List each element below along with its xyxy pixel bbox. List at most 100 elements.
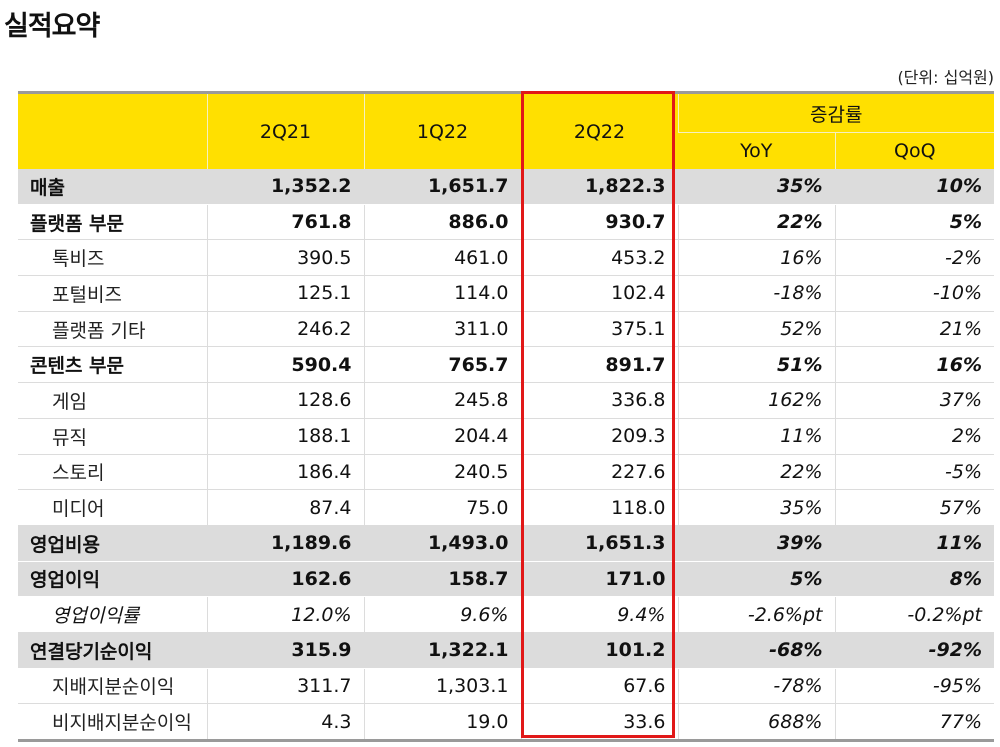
cell-1q22: 9.6% xyxy=(363,596,521,633)
cell-yoy: 16% xyxy=(677,239,835,277)
cell-2q21: 12.0% xyxy=(206,596,364,633)
header-qoq: QoQ xyxy=(834,132,995,169)
cell-yoy: 35% xyxy=(677,489,835,526)
row-label: 영업이익률 xyxy=(18,596,207,633)
table-row: 스토리 186.4 240.5 227.6 22% -5% xyxy=(18,454,995,491)
table-row: 콘텐츠 부문 590.4 765.7 891.7 51% 16% xyxy=(18,346,995,384)
cell-qoq: -5% xyxy=(834,454,995,491)
cell-qoq: -2% xyxy=(834,239,995,277)
cell-yoy: -2.6%pt xyxy=(677,596,835,633)
row-label: 연결당기순이익 xyxy=(18,632,207,669)
cell-1q22: 158.7 xyxy=(363,561,521,598)
cell-2q22: 118.0 xyxy=(520,489,678,526)
cell-qoq: -95% xyxy=(834,668,995,705)
cell-2q22: 102.4 xyxy=(520,275,678,312)
row-label: 매출 xyxy=(18,169,207,205)
cell-2q22: 67.6 xyxy=(520,668,678,705)
cell-1q22: 765.7 xyxy=(363,346,521,384)
page-title: 실적요약 xyxy=(4,11,100,42)
cell-2q21: 87.4 xyxy=(206,489,364,526)
cell-2q22: 336.8 xyxy=(520,382,678,419)
table-row: 연결당기순이익 315.9 1,322.1 101.2 -68% -92% xyxy=(18,632,995,669)
table-row: 플랫폼 부문 761.8 886.0 930.7 22% 5% xyxy=(18,204,995,241)
earnings-summary-table: 2Q21 1Q22 2Q22 증감률 YoY QoQ 매출 1,352.2 1,… xyxy=(18,91,995,742)
cell-yoy: 5% xyxy=(677,561,835,598)
cell-2q22: 1,822.3 xyxy=(520,169,678,205)
cell-yoy: 11% xyxy=(677,418,835,455)
cell-2q21: 761.8 xyxy=(206,204,364,241)
cell-qoq: -0.2%pt xyxy=(834,596,995,633)
cell-qoq: 16% xyxy=(834,346,995,384)
row-label: 스토리 xyxy=(18,454,207,491)
cell-1q22: 240.5 xyxy=(363,454,521,491)
row-label: 포털비즈 xyxy=(18,275,207,312)
cell-2q22: 930.7 xyxy=(520,204,678,241)
header-2q21: 2Q21 xyxy=(206,92,364,169)
cell-qoq: 21% xyxy=(834,311,995,348)
cell-2q21: 311.7 xyxy=(206,668,364,705)
row-label: 톡비즈 xyxy=(18,239,207,277)
table-row: 영업이익 162.6 158.7 171.0 5% 8% xyxy=(18,561,995,598)
header-2q22: 2Q22 xyxy=(520,92,678,169)
cell-yoy: -68% xyxy=(677,632,835,669)
cell-1q22: 1,651.7 xyxy=(363,169,521,205)
cell-qoq: 77% xyxy=(834,703,995,742)
cell-qoq: 57% xyxy=(834,489,995,526)
cell-qoq: 10% xyxy=(834,169,995,205)
cell-2q21: 4.3 xyxy=(206,703,364,742)
table-row: 게임 128.6 245.8 336.8 162% 37% xyxy=(18,382,995,419)
cell-2q22: 227.6 xyxy=(520,454,678,491)
unit-note: (단위: 십억원) xyxy=(897,68,994,87)
cell-1q22: 204.4 xyxy=(363,418,521,455)
table-row: 지배지분순이익 311.7 1,303.1 67.6 -78% -95% xyxy=(18,668,995,705)
cell-yoy: 35% xyxy=(677,169,835,205)
cell-yoy: 51% xyxy=(677,346,835,384)
cell-qoq: 2% xyxy=(834,418,995,455)
cell-2q21: 246.2 xyxy=(206,311,364,348)
table-row: 뮤직 188.1 204.4 209.3 11% 2% xyxy=(18,418,995,455)
cell-yoy: 52% xyxy=(677,311,835,348)
header-1q22: 1Q22 xyxy=(363,92,521,169)
table-row: 비지배지분순이익 4.3 19.0 33.6 688% 77% xyxy=(18,703,995,742)
cell-2q22: 375.1 xyxy=(520,311,678,348)
row-label: 콘텐츠 부문 xyxy=(18,346,207,384)
cell-1q22: 1,493.0 xyxy=(363,525,521,562)
cell-2q21: 188.1 xyxy=(206,418,364,455)
cell-2q22: 453.2 xyxy=(520,239,678,277)
cell-yoy: 22% xyxy=(677,454,835,491)
cell-2q22: 1,651.3 xyxy=(520,525,678,562)
header-yoy: YoY xyxy=(678,132,835,169)
table-row: 매출 1,352.2 1,651.7 1,822.3 35% 10% xyxy=(18,169,995,205)
table-row: 톡비즈 390.5 461.0 453.2 16% -2% xyxy=(18,239,995,277)
cell-1q22: 1,303.1 xyxy=(363,668,521,705)
cell-1q22: 311.0 xyxy=(363,311,521,348)
cell-qoq: -10% xyxy=(834,275,995,312)
cell-2q22: 171.0 xyxy=(520,561,678,598)
cell-2q22: 9.4% xyxy=(520,596,678,633)
cell-2q22: 101.2 xyxy=(520,632,678,669)
cell-2q22: 209.3 xyxy=(520,418,678,455)
row-label: 지배지분순이익 xyxy=(18,668,207,705)
cell-2q21: 590.4 xyxy=(206,346,364,384)
row-label: 뮤직 xyxy=(18,418,207,455)
table-row: 포털비즈 125.1 114.0 102.4 -18% -10% xyxy=(18,275,995,312)
cell-2q21: 162.6 xyxy=(206,561,364,598)
row-label: 미디어 xyxy=(18,489,207,526)
cell-qoq: -92% xyxy=(834,632,995,669)
cell-yoy: 162% xyxy=(677,382,835,419)
cell-2q21: 128.6 xyxy=(206,382,364,419)
cell-2q22: 33.6 xyxy=(520,703,678,742)
cell-1q22: 1,322.1 xyxy=(363,632,521,669)
cell-1q22: 114.0 xyxy=(363,275,521,312)
cell-2q21: 390.5 xyxy=(206,239,364,277)
cell-qoq: 11% xyxy=(834,525,995,562)
cell-qoq: 5% xyxy=(834,204,995,241)
row-label: 비지배지분순이익 xyxy=(18,703,207,742)
cell-2q21: 1,189.6 xyxy=(206,525,364,562)
table-row: 미디어 87.4 75.0 118.0 35% 57% xyxy=(18,489,995,526)
row-label: 플랫폼 기타 xyxy=(18,311,207,348)
row-label: 영업이익 xyxy=(18,561,207,598)
cell-yoy: 22% xyxy=(677,204,835,241)
cell-2q21: 315.9 xyxy=(206,632,364,669)
cell-2q21: 125.1 xyxy=(206,275,364,312)
